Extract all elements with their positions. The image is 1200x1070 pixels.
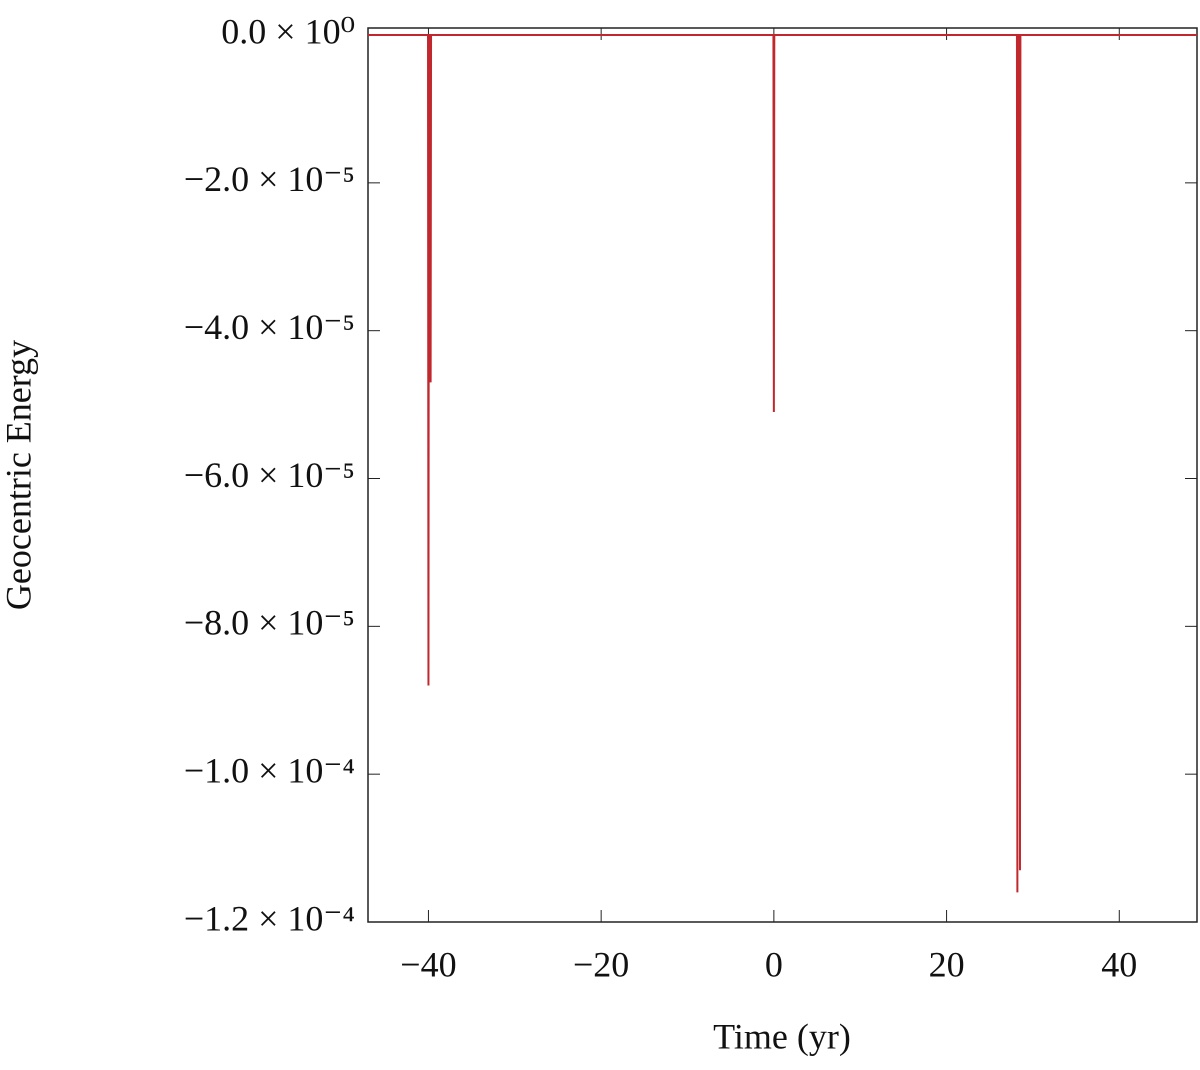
- x-axis-title: Time (yr): [713, 1016, 851, 1056]
- y-axis-title: Geocentric Energy: [0, 340, 38, 610]
- x-tick-label: −40: [400, 944, 456, 984]
- y-tick-label: −1.0 × 10⁻⁴: [184, 750, 355, 790]
- x-tick-label: 0: [765, 944, 783, 984]
- series-line: [368, 34, 1197, 893]
- y-tick-label: −6.0 × 10⁻⁵: [184, 455, 355, 495]
- y-tick-label: 0.0 × 10⁰: [221, 11, 355, 51]
- x-tick-label: 20: [929, 944, 965, 984]
- plot-frame: [367, 27, 1198, 923]
- x-tick-label: −20: [573, 944, 629, 984]
- y-tick-label: −8.0 × 10⁻⁵: [184, 603, 355, 643]
- x-tick-label: 40: [1101, 944, 1137, 984]
- y-tick-label: −4.0 × 10⁻⁵: [184, 307, 355, 347]
- y-tick-label: −2.0 × 10⁻⁵: [184, 159, 355, 199]
- y-tick-label: −1.2 × 10⁻⁴: [184, 898, 355, 938]
